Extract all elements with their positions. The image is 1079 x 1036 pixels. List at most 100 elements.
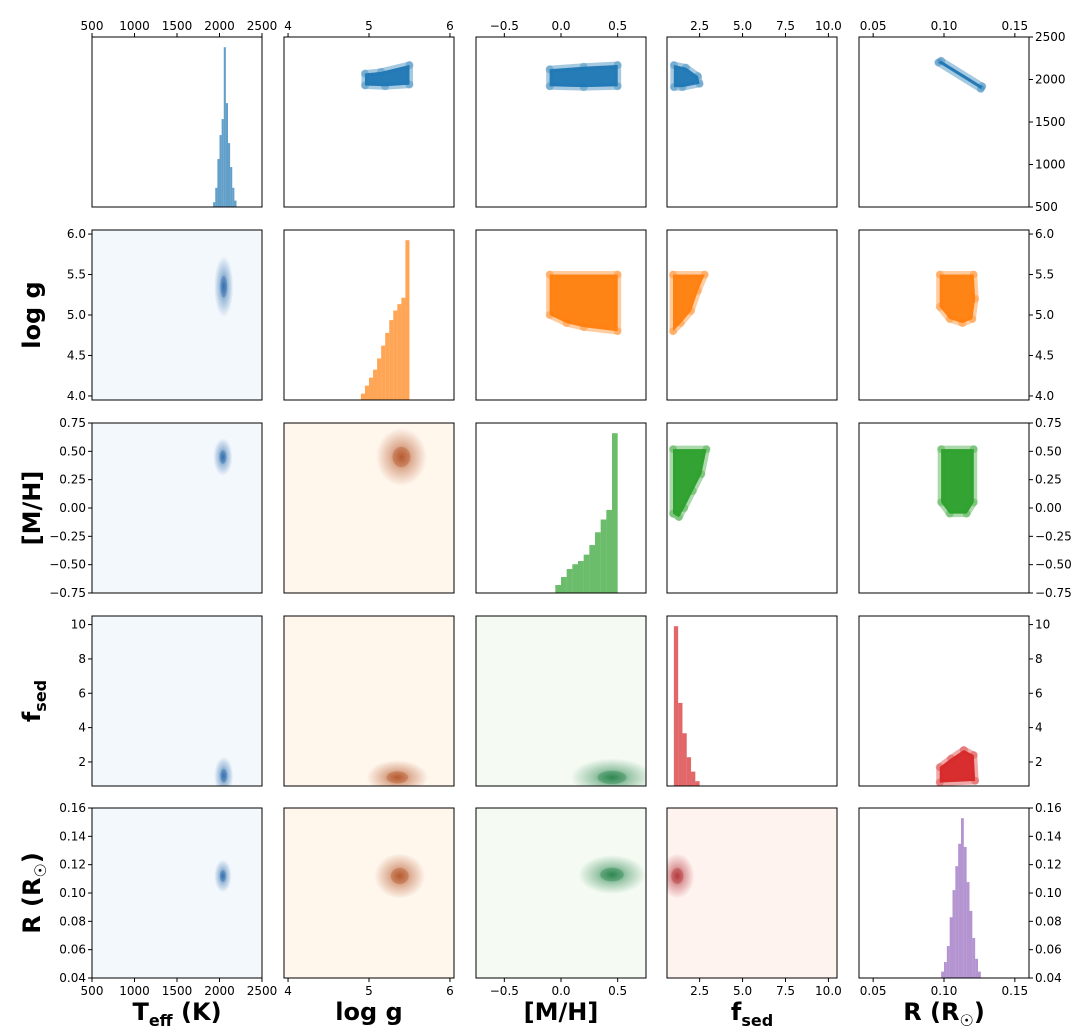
density-core [376, 428, 427, 486]
panel-frame [666, 807, 838, 979]
panel-r-vs-fsed [667, 808, 837, 978]
title-main: log g [335, 998, 402, 1026]
histogram-bar [678, 702, 683, 786]
histogram-bar [393, 310, 398, 400]
panel-teff-vs-logg [360, 61, 414, 91]
histogram-bar [572, 564, 578, 593]
scatter-point [969, 445, 978, 454]
scatter-point [405, 80, 414, 89]
right-tick-label: 1000 [1035, 158, 1066, 172]
scatter-point [687, 306, 696, 315]
scatter-point [693, 286, 702, 295]
histogram-bar [381, 345, 386, 400]
histogram-bar [561, 577, 567, 593]
density-background [667, 808, 837, 978]
scatter-point [545, 65, 554, 74]
right-tick-label: −0.25 [1035, 529, 1072, 543]
histogram-bar [230, 167, 233, 207]
bottom-tick-label: 0.05 [860, 984, 887, 998]
histogram-bar [401, 297, 406, 400]
bottom-tick-label: 500 [81, 984, 104, 998]
histogram-bar [589, 545, 595, 593]
histogram-bar [944, 962, 947, 978]
scatter-point [697, 470, 706, 478]
panel-frame [666, 36, 838, 208]
panel-r-vs-logg [284, 808, 454, 978]
title-tail: ) [974, 998, 985, 1026]
histogram-bar [225, 103, 228, 207]
left-tick-label: 0.04 [59, 971, 86, 985]
histogram-bar [234, 200, 237, 207]
panel-frame [283, 422, 455, 594]
scatter-point [937, 445, 946, 454]
panel-mh-vs-mh [555, 433, 618, 593]
density-background [284, 423, 454, 593]
bottom-tick-label: 0.5 [608, 984, 627, 998]
scatter-point [962, 509, 971, 518]
panel-frame [475, 615, 647, 787]
histogram-bar [405, 240, 410, 400]
scatter-point [579, 83, 588, 92]
density-core [570, 758, 646, 786]
right-tick-label: 5.0 [1035, 308, 1054, 322]
scatter-point [680, 504, 689, 512]
panel-fsed-vs-logg [284, 616, 454, 786]
histogram-bar [955, 866, 959, 978]
scatter-point [969, 270, 978, 279]
bottom-tick-label: 0.0 [551, 984, 570, 998]
right-tick-label: 0.75 [1035, 416, 1062, 430]
scatter-point [669, 445, 678, 454]
right-tick-label: 0.08 [1035, 914, 1062, 928]
scatter-point [945, 315, 954, 324]
histogram-bar [369, 377, 374, 400]
right-tick-label: 500 [1035, 200, 1058, 214]
top-tick-label: 5.0 [733, 19, 752, 33]
scatter-point [976, 84, 985, 93]
scatter-cloud [941, 449, 974, 514]
top-tick-label: 500 [81, 19, 104, 33]
histogram-bar [612, 433, 618, 593]
scatter-cloud [364, 65, 410, 87]
scatter-point [545, 270, 554, 279]
right-tick-label: 8 [1035, 652, 1043, 666]
panel-frame [91, 36, 263, 208]
bottom-tick-label: 1500 [162, 984, 193, 998]
scatter-point [669, 270, 678, 279]
panel-frame [91, 615, 263, 787]
panel-frame [666, 615, 838, 787]
scatter-point [613, 61, 622, 70]
panel-r-vs-teff [92, 808, 262, 978]
density-core [213, 438, 233, 476]
top-tick-label: 0.05 [860, 19, 887, 33]
scatter-point [935, 763, 944, 772]
x-axis-title-logg: log g [335, 998, 402, 1026]
histogram-bar [373, 369, 378, 400]
density-background [476, 616, 646, 786]
density-peak [220, 769, 228, 783]
scatter-point [669, 61, 678, 70]
bottom-tick-label: 5.0 [733, 984, 752, 998]
left-tick-label: 4.5 [67, 348, 86, 362]
density-peak [600, 867, 624, 882]
scatter-point [545, 311, 554, 319]
density-peak [220, 275, 228, 298]
density-core [374, 853, 426, 899]
panel-frame [475, 422, 647, 594]
scatter-point [971, 776, 980, 785]
scatter-point [688, 487, 697, 495]
histogram-bar [969, 910, 973, 978]
density-background [284, 616, 454, 786]
y-axis-title-r: R (R☉) [18, 852, 50, 934]
panel-frame [283, 615, 455, 787]
scatter-point [959, 745, 968, 754]
y-axis-title-mh: [M/H] [18, 471, 46, 546]
density-peak [597, 770, 627, 785]
top-tick-label: 2000 [204, 19, 235, 33]
scatter-cloud [938, 60, 983, 89]
scatter-cloud [673, 449, 707, 518]
left-tick-label: 8 [78, 652, 86, 666]
left-tick-label: 0.16 [59, 801, 86, 815]
right-tick-label: 4 [1035, 721, 1043, 735]
histogram-bar [952, 890, 956, 978]
panel-teff-vs-teff [213, 47, 237, 207]
